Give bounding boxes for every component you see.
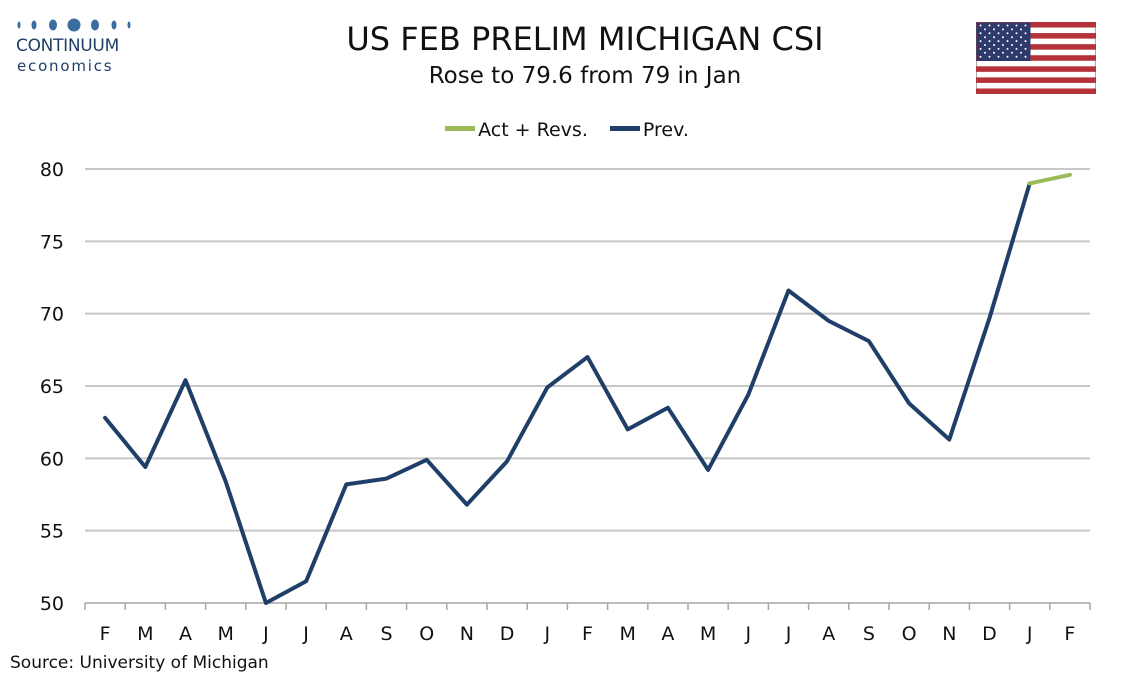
x-tick-label: A — [340, 623, 353, 645]
y-tick-label: 60 — [40, 448, 64, 470]
x-tick-label: N — [460, 623, 474, 645]
y-tick-label: 70 — [40, 304, 64, 326]
gridlines — [85, 168, 1090, 532]
x-tick-label: J — [262, 623, 269, 645]
x-tick-label: J — [785, 623, 792, 645]
series-line-act-revs — [1027, 172, 1072, 186]
x-tick-label: A — [822, 623, 835, 645]
x-tick-label: N — [942, 623, 956, 645]
legend-swatch-act-revs — [445, 125, 476, 131]
chart-subtitle: Rose to 79.6 from 79 in Jan — [428, 63, 742, 89]
y-tick-label: 80 — [40, 159, 64, 181]
x-tick-label: D — [500, 623, 515, 645]
legend-item-act-revs: Act + Revs. — [445, 119, 588, 141]
y-tick-label: 50 — [40, 593, 64, 615]
x-tick-label: F — [1064, 623, 1075, 645]
x-tick-label: S — [863, 623, 875, 645]
x-tick-label: M — [700, 623, 716, 645]
logo-dots-icon — [17, 18, 131, 32]
logo: CONTINUUM economics — [14, 14, 136, 75]
x-tick-label: M — [619, 623, 635, 645]
legend-label-act-revs: Act + Revs. — [478, 118, 588, 141]
chart-title: US FEB PRELIM MICHIGAN CSI — [346, 20, 824, 58]
y-tick-label: 65 — [40, 376, 64, 398]
y-tick-label: 55 — [40, 521, 64, 543]
x-tick-label: A — [661, 623, 674, 645]
legend-item-prev: Prev. — [609, 118, 689, 141]
us-flag-icon — [976, 22, 1096, 94]
x-tick-label: J — [543, 623, 550, 645]
x-tick-label: O — [902, 623, 917, 645]
x-tick-label: J — [302, 623, 309, 645]
chart-legend: Act + Revs. Prev. — [0, 118, 1134, 141]
x-tick-label: D — [982, 623, 997, 645]
legend-label-prev: Prev. — [642, 118, 689, 141]
x-tick-label: M — [217, 623, 233, 645]
source-note: Source: University of Michigan — [10, 653, 269, 673]
x-tick-label: F — [582, 623, 593, 645]
x-tick-label: M — [137, 623, 153, 645]
series-line-prev — [103, 181, 1032, 605]
x-tick-label: O — [419, 623, 434, 645]
logo-wordmark-secondary: economics — [17, 57, 114, 75]
logo-wordmark-primary: CONTINUUM — [16, 36, 119, 56]
y-tick-label: 75 — [40, 231, 64, 253]
legend-swatch-prev — [609, 125, 640, 131]
x-tick-label: J — [1026, 623, 1033, 645]
x-tick-label: S — [380, 623, 392, 645]
x-tick-label: J — [744, 623, 751, 645]
x-tick-label: F — [100, 623, 111, 645]
x-tick-label: A — [179, 623, 192, 645]
